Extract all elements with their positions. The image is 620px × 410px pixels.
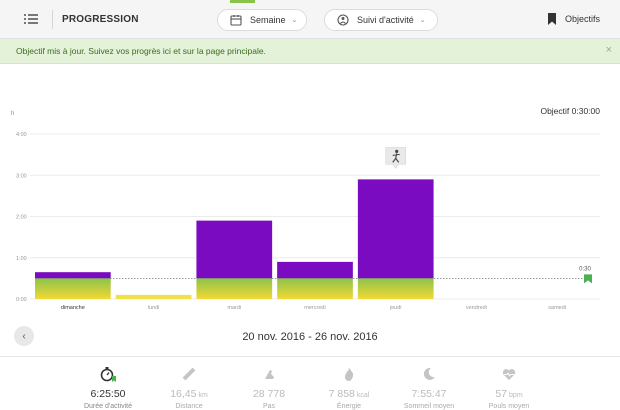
bar-above-goal xyxy=(277,261,353,279)
goals-button[interactable]: Objectifs xyxy=(547,13,600,25)
calendar-icon xyxy=(230,14,242,26)
shoe-icon xyxy=(233,366,305,382)
stat-distance[interactable]: 16,45 km Distance xyxy=(153,366,225,410)
stats-divider xyxy=(0,356,620,357)
goal-marker-label: 0:30 xyxy=(579,266,591,272)
bar-above-goal xyxy=(35,272,111,279)
runner-head xyxy=(395,149,399,153)
activity-chart: 0:00 1:00 2:00 3:00 4:00 dimanche lundi mardi m… xyxy=(0,100,620,315)
stat-value: 16,45 xyxy=(170,388,197,400)
runner-icon xyxy=(385,147,407,169)
x-tick-label: dimanche xyxy=(61,305,85,311)
y-tick-label: 2:00 xyxy=(16,215,27,221)
runner-figure xyxy=(392,153,400,163)
period-selector[interactable]: Semaine ⌄ xyxy=(217,9,307,31)
stat-energy[interactable]: 7 858 kcal Énergie xyxy=(313,366,385,410)
success-alert: Objectif mis à jour. Suivez vos progrès … xyxy=(0,39,620,64)
bar-goal-segment xyxy=(357,278,434,299)
x-tick-label: samedi xyxy=(548,305,566,311)
header-divider xyxy=(52,10,53,29)
stat-label: Sommeil moyen xyxy=(403,403,455,410)
top-bar: PROGRESSION Semaine ⌄ Suivi d'activité ⌄… xyxy=(0,0,620,39)
goal-flag-icon xyxy=(584,274,592,284)
x-tick-label: mercredi xyxy=(304,305,325,311)
stat-unit: bpm xyxy=(509,392,523,399)
bar-goal-segment xyxy=(277,278,353,299)
previous-week-button[interactable]: ‹ xyxy=(14,326,34,346)
stat-duration[interactable]: 6:25:50 Durée d'activité xyxy=(72,366,144,410)
stat-unit: km xyxy=(198,392,208,399)
goals-button-label: Objectifs xyxy=(564,14,600,24)
bar-goal-segment xyxy=(35,278,111,299)
y-tick-label: 0:00 xyxy=(16,297,27,303)
stat-value: 7:55:47 xyxy=(411,388,447,400)
y-tick-label: 1:00 xyxy=(16,256,27,262)
activity-selector-label: Suivi d'activité xyxy=(357,15,414,25)
period-selector-label: Semaine xyxy=(250,15,286,25)
heart-icon xyxy=(473,366,545,382)
chevron-down-icon: ⌄ xyxy=(419,17,426,24)
moon-icon xyxy=(393,366,465,382)
activity-chart-svg: 0:00 1:00 2:00 3:00 4:00 dimanche lundi mardi m… xyxy=(16,132,600,311)
stat-label: Distance xyxy=(175,403,203,410)
activity-icon xyxy=(337,14,349,26)
x-tick-label: lundi xyxy=(148,305,160,311)
flame-icon xyxy=(313,366,385,382)
bar-below-goal xyxy=(115,294,192,299)
stat-value: 57 xyxy=(495,388,508,400)
close-icon[interactable]: × xyxy=(605,44,612,56)
stat-value: 6:25:50 xyxy=(90,388,126,400)
stopwatch-icon xyxy=(72,366,144,382)
bookmark-icon xyxy=(547,13,557,25)
x-tick-label: jeudi xyxy=(389,305,402,311)
stat-sleep[interactable]: 7:55:47 Sommeil moyen xyxy=(393,366,465,410)
bar-above-goal xyxy=(196,220,273,279)
ruler-icon xyxy=(153,366,225,382)
stat-value: 28 778 xyxy=(252,388,286,400)
stat-steps[interactable]: 28 778 Pas xyxy=(233,366,305,410)
date-range: 20 nov. 2016 - 26 nov. 2016 xyxy=(242,331,378,343)
x-tick-label: mardi xyxy=(227,305,241,311)
bar-goal-segment xyxy=(196,278,273,299)
bar-above-goal xyxy=(357,179,434,279)
active-tab-indicator xyxy=(230,0,255,3)
stat-label: Pas xyxy=(262,403,276,410)
y-tick-label: 3:00 xyxy=(16,173,27,179)
stat-label: Pouls moyen xyxy=(488,403,530,410)
alert-message: Objectif mis à jour. Suivez vos progrès … xyxy=(16,46,266,56)
x-tick-label: vendredi xyxy=(466,305,487,311)
activity-selector[interactable]: Suivi d'activité ⌄ xyxy=(324,9,438,31)
goal-caption: Objectif 0:30:00 xyxy=(540,106,600,116)
stat-label: Énergie xyxy=(336,403,362,410)
page-title: PROGRESSION xyxy=(62,14,139,25)
chevron-down-icon: ⌄ xyxy=(291,17,298,24)
menu-icon[interactable] xyxy=(24,14,38,25)
y-tick-label: 4:00 xyxy=(16,132,27,138)
stat-value: 7 858 xyxy=(328,388,355,400)
y-axis-unit: h xyxy=(11,111,15,117)
stat-unit: kcal xyxy=(356,392,370,399)
stat-heart-rate[interactable]: 57 bpm Pouls moyen xyxy=(473,366,545,410)
stat-label: Durée d'activité xyxy=(83,403,133,410)
